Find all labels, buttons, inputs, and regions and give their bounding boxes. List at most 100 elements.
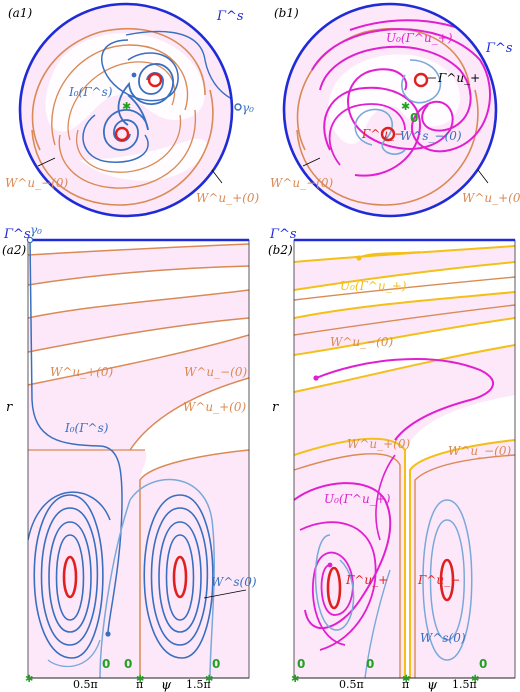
- gamma-s-label-b2: Γ^s: [269, 227, 297, 242]
- tick-label-a2-2: π: [136, 678, 143, 691]
- gamma-s-label-a2: Γ^s: [3, 227, 31, 242]
- u0-label-b1: U₀(Γ^u_+): [386, 31, 453, 45]
- gamma0-point-a2: [26, 236, 34, 244]
- pink-band-a2-4: [28, 450, 147, 678]
- w-minus-u-curve-a1: [31, 27, 206, 151]
- w-plus-u-label-a1: W^u_+(0): [196, 191, 259, 205]
- orange-a2-6: [129, 377, 249, 451]
- orange-b2-1: [294, 276, 515, 301]
- w-plus-u-label-b2: W^u_+(0): [347, 437, 410, 451]
- gamma-plus-label-b1: Γ^u_+: [437, 71, 480, 85]
- w-minus-u-label-a2: W^u_−(0): [184, 365, 247, 379]
- ws-curve-a2-1: [99, 478, 215, 678]
- red-orbit-upper-a1: [147, 72, 163, 88]
- tick-label-a2-1: 0.5π: [73, 678, 98, 691]
- leader-w-minus-b1: [302, 157, 321, 167]
- yellow-b2-3: [294, 291, 515, 319]
- magenta-dot-b2-2: [327, 562, 333, 568]
- orange-b2-2: [294, 304, 515, 336]
- psi-label-b2: ψ: [427, 678, 438, 692]
- pink-band-a2-5: [140, 450, 249, 678]
- yellow-b2-7: [409, 439, 515, 678]
- white-region-a1-b: [80, 138, 208, 181]
- star-a2-1: ✱: [136, 674, 144, 685]
- psi-label-a2: ψ: [161, 678, 172, 692]
- zero-label-a2-3: 0: [212, 657, 220, 671]
- pink-band-a2-1: [28, 244, 249, 285]
- pink-band-a2-3: [28, 335, 249, 450]
- yellow-b2-6: [294, 437, 406, 678]
- zero-label-a2-1: 0: [102, 657, 110, 671]
- w-plus-u-label-b1: W^u_+(0): [462, 191, 520, 205]
- zero-label-b2-3: 0: [479, 657, 487, 671]
- orange-a2-2: [28, 265, 249, 286]
- orange-a2-4: [28, 317, 249, 353]
- panel-a2: ✱ ✱ ✱ (a2) Γ^s γ₀ r W^u_+(0) W^u_−(0) W^…: [2, 223, 257, 692]
- gamma-s-circle-b1: [282, 2, 498, 218]
- gamma-plus-orbit-b1: [413, 72, 429, 88]
- r-axis-label-b2: r: [272, 400, 279, 415]
- gamma0-label-a1: γ₀: [242, 101, 254, 115]
- ws-curve-a2-2: [47, 639, 101, 668]
- star-b2-2: ✱: [471, 674, 479, 685]
- blue-loop-right-a2-1: [165, 534, 195, 621]
- magenta-spiral-b1: [311, 28, 491, 153]
- orange-a2-1: [28, 243, 249, 256]
- magenta-b2-1: [315, 358, 494, 441]
- orange-a2-3: [28, 289, 249, 319]
- w-plus-u-curve-a1: [31, 89, 214, 206]
- panel-tag-b2: (b2): [268, 243, 293, 257]
- w-plus-u-label-a2: W^u_+(0): [50, 365, 113, 379]
- gamma-minus-label-b2: Γ^u_−: [417, 573, 460, 587]
- u0-mid-label-b2: U₀(Γ^u_+): [324, 492, 391, 506]
- ws-curve-b1: [354, 108, 406, 155]
- orange-inner-a1-d: [76, 114, 182, 173]
- ws-curve-b2-2: [422, 499, 473, 661]
- blue-loop-left-a2-4: [33, 494, 104, 659]
- gamma-minus-orbit-b2: [439, 558, 455, 602]
- orange-b2-3: [294, 453, 401, 678]
- red-orbit-lower-a1: [114, 126, 130, 142]
- ws-label-b2: W^s(0): [420, 631, 466, 645]
- u0-top-label-b2: U₀(Γ^u_+): [340, 279, 407, 293]
- orange-inner-a1-b: [58, 109, 197, 189]
- gamma-plus-label-b2: Γ^u_+: [345, 573, 388, 587]
- leader-w-plus-b1: [477, 169, 489, 184]
- ws-curve-b2-4: [364, 569, 391, 678]
- red-orbit-left-a2: [62, 555, 78, 599]
- zero-label-b2-1: 0: [297, 657, 305, 671]
- leader-w-minus-a1: [37, 157, 56, 167]
- leader-w-plus-a1: [211, 169, 223, 184]
- panel-b1: ✱ (b1) Γ^s U₀(Γ^u_+) Γ^u_+ 0 Γ^u_− W^s_−…: [270, 2, 520, 218]
- blue-loop-right-a2-4: [143, 494, 214, 659]
- tick-label-b2-2: π: [402, 678, 409, 691]
- origin-star-b1: ✱: [401, 100, 410, 113]
- panel-b2: ✱ ✱ ✱ (b2) Γ^s r U₀(Γ^u_+) W^u_−(0) W^u_…: [268, 227, 516, 692]
- panel-tag-a2: (a2): [2, 243, 26, 257]
- w-minus-u-label-b1: W^u_−(0): [270, 176, 333, 190]
- blue-loop-left-a2-3: [40, 507, 99, 646]
- w-minus-u-curve-b1: [296, 27, 471, 151]
- blue-loop-right-a2-3: [150, 507, 209, 646]
- i0-curve-a1: [125, 30, 232, 107]
- white-region-a1: [45, 33, 205, 132]
- panel-tag-a1: (a1): [8, 6, 32, 20]
- marker-dot-a1: [131, 72, 137, 78]
- blue-loop-left-a2-1: [55, 534, 85, 621]
- blue-loop-right-a2-2: [158, 521, 202, 633]
- zero-label-b2-2: 0: [366, 657, 374, 671]
- yellow-b2-5: [294, 344, 515, 393]
- pink-band-a2-2: [28, 290, 249, 352]
- orange-inner-a1: [51, 44, 189, 146]
- tick-label-b2-1: 0.5π: [339, 678, 364, 691]
- pink-band-b2-2: [294, 292, 515, 355]
- leader-ws-a2: [203, 589, 247, 599]
- yellow-b2-4: [294, 317, 515, 356]
- ws-label-a2: W^s(0): [211, 575, 257, 589]
- magenta-spiral-b1-d: [328, 103, 406, 166]
- i0-label-a1: I₀(Γ^s): [68, 85, 113, 99]
- magenta-spiral-b1-b: [319, 45, 472, 132]
- zero-label-a2-2: 0: [124, 657, 132, 671]
- w-plus-u-label-a2-2: W^u_+(0): [183, 400, 246, 414]
